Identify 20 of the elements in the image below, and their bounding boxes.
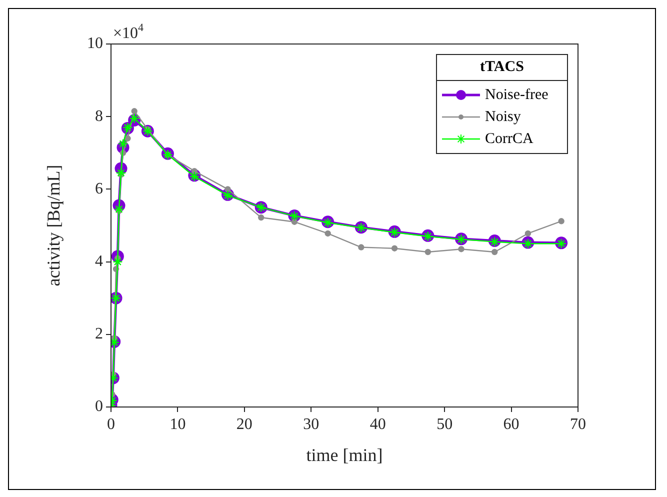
x-axis-title: time [min] xyxy=(306,444,383,465)
y-tick-label: 6 xyxy=(95,180,103,198)
legend-label: Noisy xyxy=(485,108,521,126)
x-tick-label: 70 xyxy=(570,416,586,433)
legend-label: CorrCA xyxy=(485,130,534,148)
legend-title: tTACS xyxy=(479,58,525,77)
y-tick-label: 2 xyxy=(95,326,103,343)
legend-label: Noise-free xyxy=(485,86,548,104)
x-tick-label: 0 xyxy=(107,416,115,433)
y-tick-label: 8 xyxy=(95,108,103,125)
y-tick-label: 10 xyxy=(87,35,103,52)
x-tick-label: 30 xyxy=(303,416,320,433)
x-tick-label: 50 xyxy=(436,416,453,433)
x-tick-label: 60 xyxy=(503,416,520,433)
x-tick-label: 10 xyxy=(170,416,186,433)
x-tick-label: 40 xyxy=(370,416,386,433)
y-tick-label: 4 xyxy=(95,253,103,270)
y-axis-title: activity [Bq/mL] xyxy=(44,164,64,286)
x-tick-label: 20 xyxy=(236,416,252,433)
y-tick-label: 0 xyxy=(95,398,103,416)
